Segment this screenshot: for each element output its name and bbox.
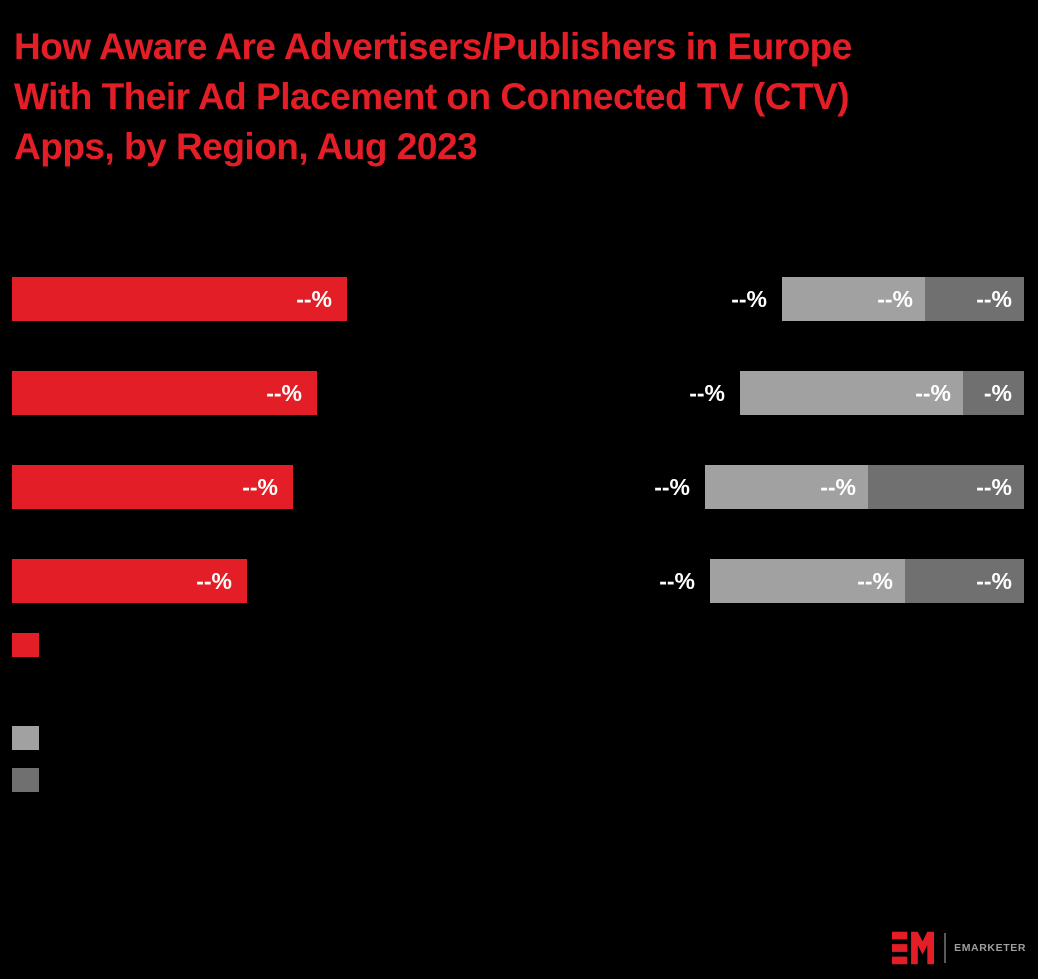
logo-separator [944,933,947,963]
legend-swatch-darkgray [12,768,39,792]
gray-segment-value-1: --% [877,285,913,312]
chart-row-1: --% --% --% --% [0,277,1038,321]
gray-segment-4: --% [710,559,905,603]
darkgray-segment-value-1: --% [976,285,1012,312]
stack-outside-value-3: --% [654,473,690,500]
stack-outside-value-1: --% [731,285,767,312]
red-bar-value-2: --% [266,379,302,406]
gray-segment-2: --% [740,371,963,415]
stacked-bar-4: --% --% --% [659,559,1024,603]
stacked-bar-1: --% --% --% [731,277,1024,321]
stack-outside-value-4: --% [659,567,695,594]
darkgray-segment-value-2: -% [983,379,1012,406]
gray-segment-1: --% [782,277,925,321]
gray-segment-value-4: --% [857,567,893,594]
darkgray-segment-value-4: --% [976,567,1012,594]
chart-title: How Aware Are Advertisers/Publishers in … [14,22,1024,172]
chart-row-3: --% --% --% --% [0,465,1038,509]
emarketer-logo: EMARKETER [892,931,1026,965]
darkgray-segment-3: --% [868,465,1024,509]
red-bar-3: --% [12,465,293,509]
legend-swatch-red [12,633,39,657]
gray-segment-value-3: --% [820,473,856,500]
chart-row-2: --% --% --% -% [0,371,1038,415]
darkgray-segment-4: --% [905,559,1024,603]
emarketer-logo-mark [892,931,935,965]
red-bar-value-4: --% [196,567,232,594]
chart-row-4: --% --% --% --% [0,559,1038,603]
stacked-bar-3: --% --% --% [654,465,1024,509]
darkgray-segment-value-3: --% [976,473,1012,500]
chart-title-line-2: With Their Ad Placement on Connected TV … [14,76,850,117]
red-bar-1: --% [12,277,347,321]
emarketer-wordmark: EMARKETER [954,942,1026,954]
darkgray-segment-1: --% [925,277,1024,321]
chart-title-line-3: Apps, by Region, Aug 2023 [14,126,478,167]
red-bar-value-1: --% [296,285,332,312]
red-bar-4: --% [12,559,247,603]
darkgray-segment-2: -% [963,371,1024,415]
red-bar-value-3: --% [242,473,278,500]
gray-segment-3: --% [705,465,868,509]
red-bar-2: --% [12,371,317,415]
chart-title-line-1: How Aware Are Advertisers/Publishers in … [14,26,852,67]
gray-segment-value-2: --% [915,379,951,406]
legend-swatch-gray [12,726,39,750]
stacked-bar-2: --% --% -% [689,371,1024,415]
stack-outside-value-2: --% [689,379,725,406]
